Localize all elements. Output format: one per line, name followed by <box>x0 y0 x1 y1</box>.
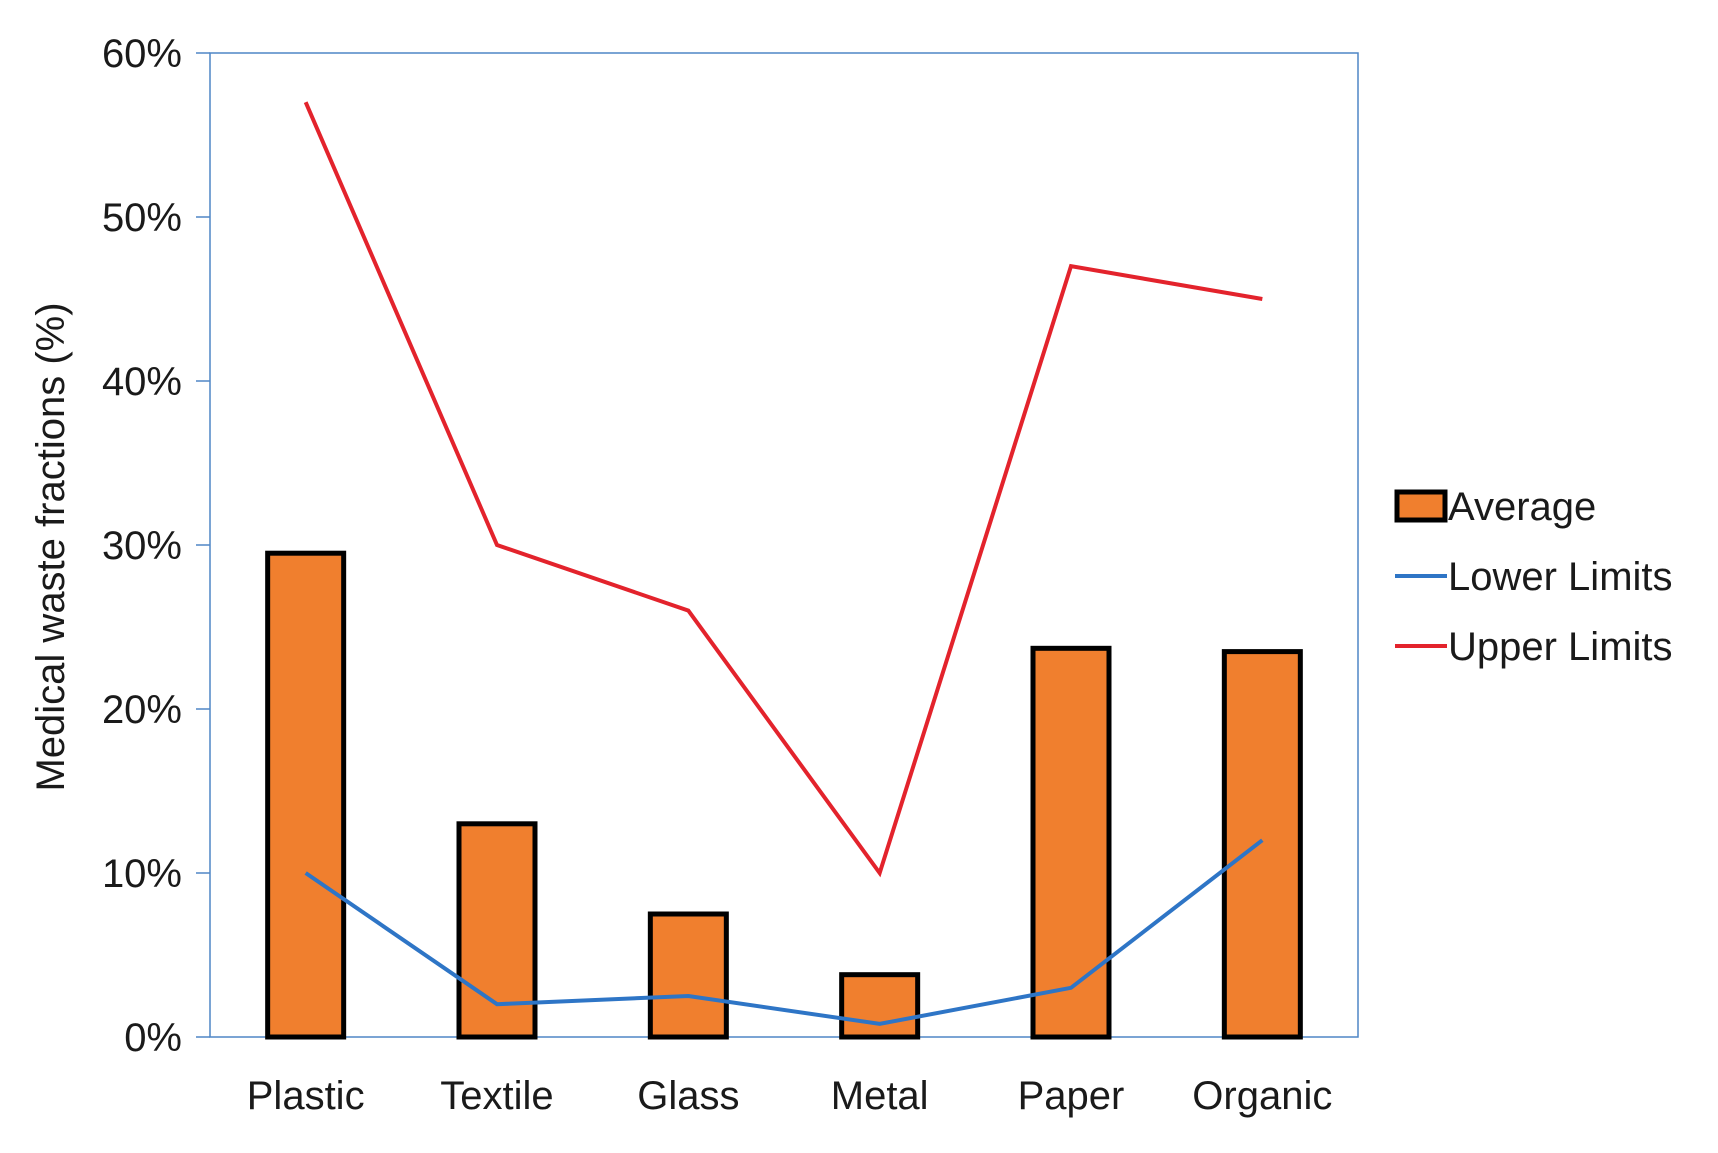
bar-glass <box>650 914 726 1037</box>
y-tick-label: 20% <box>102 688 182 732</box>
line-upper-limits <box>306 102 1263 873</box>
bars-series <box>268 553 1301 1037</box>
plot-area-border <box>210 53 1358 1037</box>
x-tick-label: Plastic <box>247 1074 365 1118</box>
legend-swatch-average <box>1397 492 1445 520</box>
legend: Average Lower Limits Upper Limits <box>1395 485 1673 669</box>
y-tick-label: 40% <box>102 360 182 404</box>
x-tick-label: Paper <box>1018 1074 1125 1118</box>
bar-organic <box>1224 652 1300 1037</box>
y-tick-label: 10% <box>102 852 182 896</box>
line-lower-limits <box>306 840 1263 1024</box>
y-tick-label: 30% <box>102 524 182 568</box>
legend-label-average: Average <box>1448 485 1596 529</box>
bar-plastic <box>268 553 344 1037</box>
x-axis: Plastic Textile Glass Metal Paper Organic <box>247 1074 1333 1118</box>
legend-label-lower-limits: Lower Limits <box>1448 555 1673 599</box>
plot-frame <box>210 53 1358 1037</box>
legend-label-upper-limits: Upper Limits <box>1448 625 1673 669</box>
x-tick-label: Glass <box>637 1074 739 1118</box>
bar-metal <box>842 975 918 1037</box>
y-tick-label: 50% <box>102 196 182 240</box>
y-axis-title: Medical waste fractions (%) <box>29 302 73 791</box>
lines-series <box>306 102 1263 1024</box>
y-tick-label: 0% <box>124 1016 182 1060</box>
x-tick-label: Textile <box>440 1074 553 1118</box>
y-axis: 0% 10% 20% 30% 40% 50% 60% <box>102 32 210 1060</box>
bar-paper <box>1033 648 1109 1037</box>
x-tick-label: Organic <box>1192 1074 1332 1118</box>
x-tick-label: Metal <box>831 1074 929 1118</box>
y-tick-label: 60% <box>102 32 182 76</box>
